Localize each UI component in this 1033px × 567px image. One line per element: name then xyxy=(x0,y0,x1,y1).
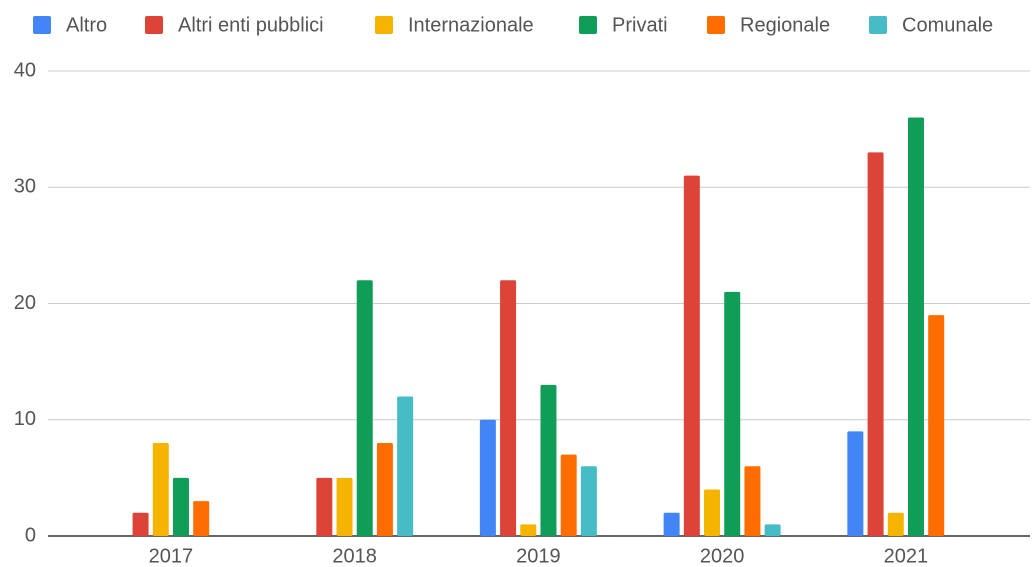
legend-swatch xyxy=(579,16,597,34)
legend-label: Privati xyxy=(612,14,668,36)
bar xyxy=(500,280,517,536)
bar xyxy=(580,466,597,536)
bar xyxy=(479,419,496,536)
bar xyxy=(744,466,761,536)
bar xyxy=(132,512,149,536)
y-tick-label: 10 xyxy=(14,408,36,430)
legend-swatch xyxy=(33,16,51,34)
legend-label: Comunale xyxy=(902,14,993,36)
bar xyxy=(887,512,904,536)
bar xyxy=(172,477,189,536)
bar xyxy=(704,489,721,536)
legend-label: Altri enti pubblici xyxy=(178,14,324,36)
bar xyxy=(847,431,864,536)
bar xyxy=(193,501,210,536)
bar xyxy=(928,315,945,536)
x-tick-label: 2021 xyxy=(884,545,929,567)
bar xyxy=(540,384,557,536)
y-tick-label: 0 xyxy=(25,524,36,546)
bar xyxy=(316,477,333,536)
bar xyxy=(356,280,373,536)
legend-label: Regionale xyxy=(740,14,830,36)
bar xyxy=(376,443,393,536)
legend-label: Altro xyxy=(66,14,107,36)
bar xyxy=(152,443,169,536)
bar xyxy=(663,512,680,536)
bar xyxy=(724,291,741,536)
y-tick-label: 20 xyxy=(14,292,36,314)
bar xyxy=(336,477,353,536)
x-tick-label: 2019 xyxy=(516,545,561,567)
x-tick-label: 2020 xyxy=(700,545,745,567)
x-tick-label: 2018 xyxy=(332,545,377,567)
bar xyxy=(520,524,537,536)
bar xyxy=(867,152,884,536)
bar xyxy=(907,117,924,536)
legend-swatch xyxy=(375,16,393,34)
x-tick-label: 2017 xyxy=(149,545,194,567)
legend-swatch xyxy=(145,16,163,34)
y-tick-label: 30 xyxy=(14,176,36,198)
bar xyxy=(560,454,577,536)
bar xyxy=(683,175,700,536)
bar xyxy=(764,524,781,536)
legend-swatch xyxy=(869,16,887,34)
bar xyxy=(397,396,414,536)
legend-swatch xyxy=(707,16,725,34)
y-tick-label: 40 xyxy=(14,59,36,81)
legend-label: Internazionale xyxy=(408,14,534,36)
